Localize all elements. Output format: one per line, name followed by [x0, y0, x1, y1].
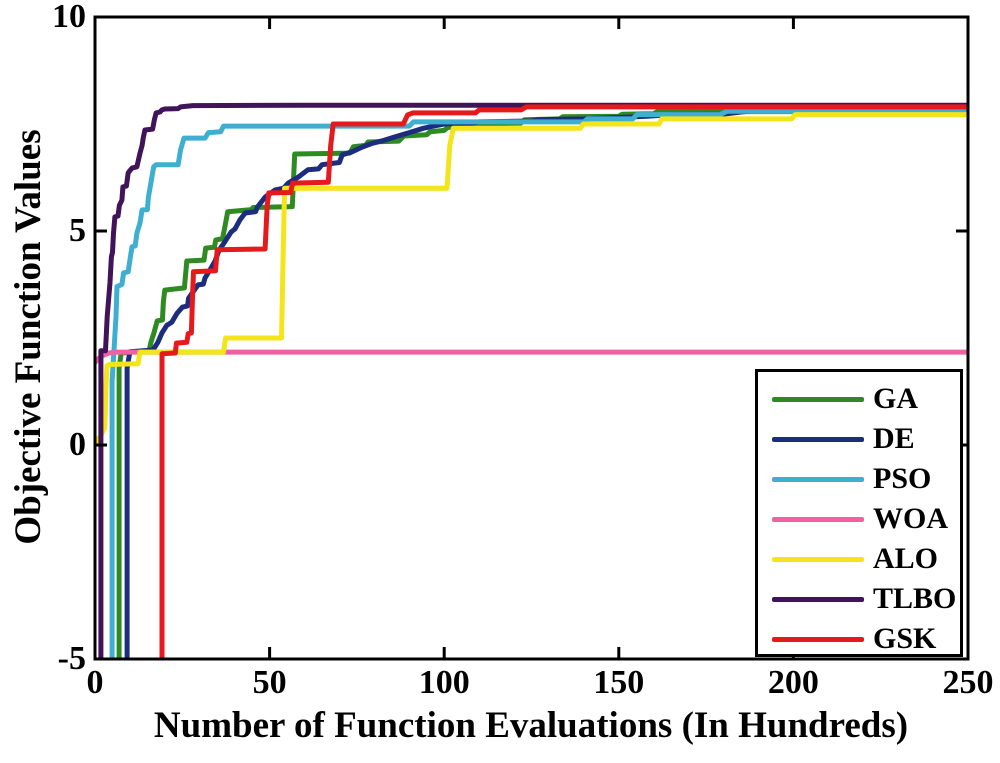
legend: GA DE PSO WOA ALO TLBO GSK	[755, 369, 963, 657]
y-tick-label: -5	[57, 640, 86, 677]
series-line-tlbo	[98, 102, 968, 659]
series-line-woa	[95, 349, 968, 365]
x-tick-label: 150	[593, 664, 645, 701]
x-tick-label: 200	[767, 664, 819, 701]
legend-item-de: DE	[758, 419, 960, 459]
legend-swatch-tlbo	[772, 596, 864, 602]
legend-swatch-de	[772, 436, 864, 442]
legend-label-pso: PSO	[873, 462, 932, 495]
legend-item-alo: ALO	[758, 539, 960, 579]
legend-swatch-woa	[772, 516, 864, 522]
legend-swatch-gsk	[772, 636, 864, 642]
legend-item-woa: WOA	[758, 499, 960, 539]
legend-label-tlbo: TLBO	[873, 582, 957, 615]
x-tick-label: 0	[86, 664, 104, 701]
legend-item-tlbo: TLBO	[758, 579, 960, 619]
series-line-gsk	[159, 104, 968, 659]
series-line-alo	[95, 112, 968, 446]
legend-label-de: DE	[873, 422, 915, 455]
legend-label-alo: ALO	[873, 542, 939, 575]
legend-swatch-pso	[772, 476, 864, 482]
y-tick-label: 10	[52, 0, 86, 35]
series-group	[95, 102, 968, 659]
axis-box	[93, 15, 970, 661]
y-axis-label: Objective Function Values	[8, 129, 49, 545]
x-tick-label: 50	[252, 664, 287, 701]
x-axis-label: Number of Function Evaluations (In Hundr…	[153, 705, 909, 746]
legend-label-gsk: GSK	[873, 622, 937, 655]
legend-swatch-alo	[772, 556, 864, 562]
legend-swatch-ga	[772, 396, 864, 402]
legend-item-pso: PSO	[758, 459, 960, 499]
x-tick-label: 100	[418, 664, 470, 701]
legend-item-ga: GA	[758, 379, 960, 419]
series-line-pso	[109, 108, 968, 659]
legend-label-ga: GA	[873, 382, 918, 415]
y-tick-label: 0	[69, 426, 86, 463]
legend-item-gsk: GSK	[758, 619, 960, 659]
x-tick-label: 250	[942, 664, 994, 701]
y-tick-label: 5	[69, 212, 86, 249]
legend-label-woa: WOA	[873, 502, 948, 535]
